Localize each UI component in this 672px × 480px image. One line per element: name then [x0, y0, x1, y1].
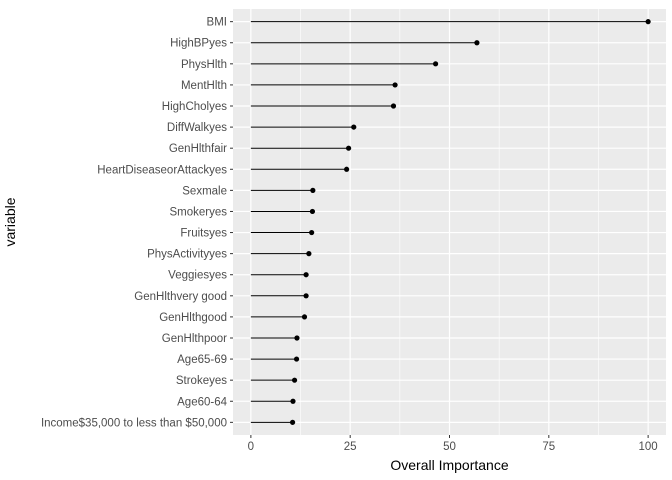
y-tick-label: BMI	[207, 17, 227, 29]
y-tick-label: HighCholyes	[162, 101, 227, 113]
lollipop-point	[390, 103, 397, 109]
x-axis-title: Overall Importance	[390, 457, 508, 473]
y-tick-label: MentHlth	[181, 80, 227, 92]
lollipop-point	[309, 208, 316, 215]
y-tick-label: HeartDiseaseorAttackyes	[97, 164, 227, 176]
y-tick-label: GenHlthpoor	[162, 333, 227, 345]
y-tick-label: Strokeyes	[176, 375, 227, 387]
lollipop-point	[645, 19, 651, 25]
y-tick-label: Smokeryes	[169, 206, 227, 218]
x-tick-label: 50	[443, 441, 456, 453]
lollipop-point	[344, 166, 350, 172]
lollipop-point	[293, 356, 300, 362]
y-axis: BMI HighBPyes PhysHlth MentHlth HighCholyes D…	[41, 17, 233, 429]
lollipop-point	[303, 293, 309, 299]
x-axis: 0 25 50 75 100	[248, 435, 658, 453]
y-tick-label: Age65-69	[177, 354, 227, 366]
y-tick-label: PhysHlth	[181, 59, 227, 71]
x-tick-label: 75	[542, 441, 555, 453]
y-tick-label: Age60-64	[177, 396, 227, 408]
y-tick-label: Sexmale	[182, 185, 227, 197]
lollipop-point	[351, 124, 357, 130]
y-tick-label: GenHlthfair	[169, 143, 227, 155]
y-tick-label: DiffWalkyes	[167, 122, 227, 134]
lollipop-point	[301, 314, 308, 320]
lollipop-point	[289, 419, 296, 425]
x-tick-label: 0	[248, 441, 254, 453]
lollipop-point	[474, 40, 480, 46]
lollipop-point	[306, 251, 312, 257]
lollipop-marks	[250, 19, 651, 425]
lollipop-point	[303, 272, 309, 278]
y-axis-title: variable	[2, 197, 18, 246]
y-tick-label: HighBPyes	[170, 38, 227, 50]
lollipop-point	[432, 61, 439, 67]
x-tick-label: 100	[639, 441, 658, 453]
lollipop-point	[294, 335, 300, 341]
lollipop-point	[345, 145, 352, 151]
lollipop-point	[310, 187, 316, 193]
lollipop-point	[290, 398, 296, 404]
y-tick-label: GenHlthvery good	[134, 291, 227, 303]
y-tick-label: Fruitsyes	[180, 228, 227, 240]
y-tick-label: GenHlthgood	[159, 312, 227, 324]
lollipop-point	[309, 229, 315, 236]
y-tick-label: PhysActivityyes	[147, 249, 227, 261]
y-tick-label: Veggiesyes	[168, 270, 227, 282]
lollipop-point	[291, 377, 298, 383]
x-tick-label: 25	[344, 441, 357, 453]
y-tick-label: Income$35,000 to less than $50,000	[41, 417, 227, 429]
lollipop-point	[392, 82, 398, 88]
